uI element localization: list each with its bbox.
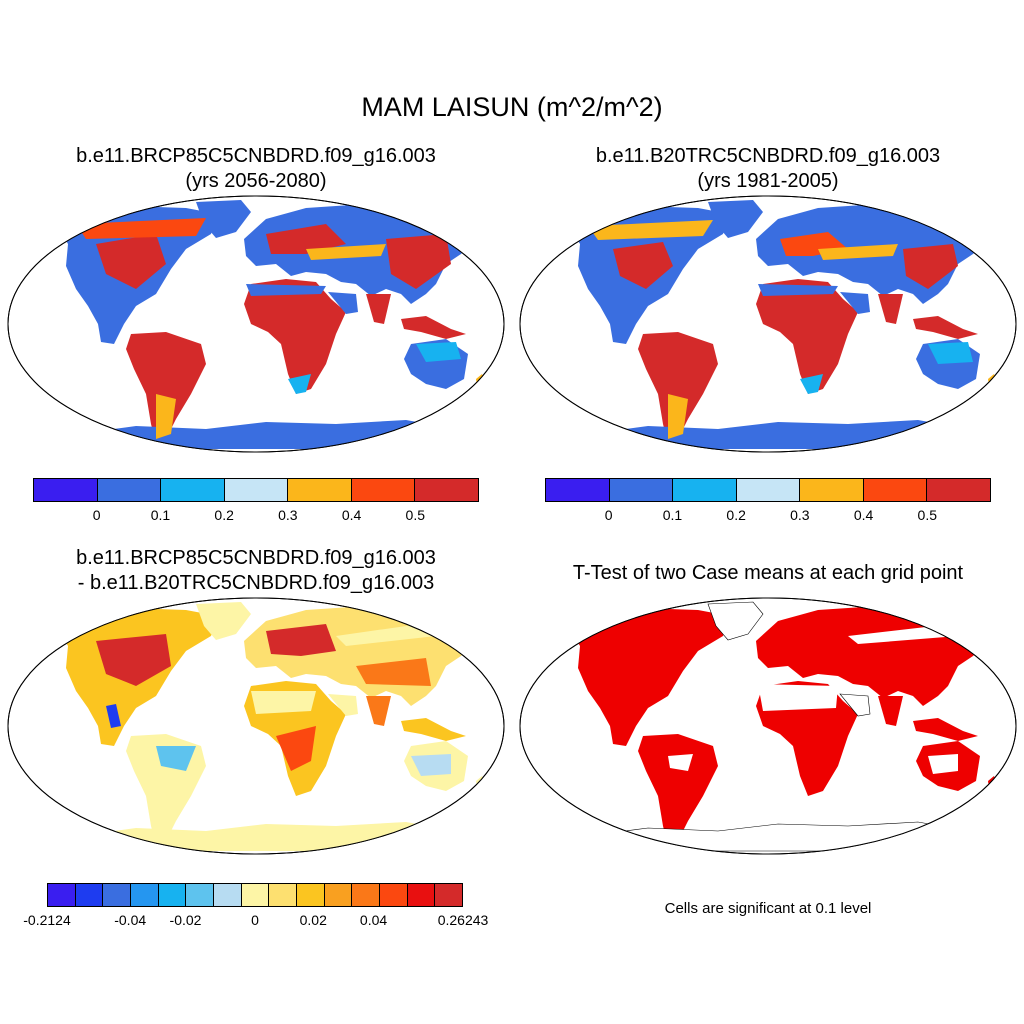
colorbar-swatch — [927, 479, 991, 501]
colorbar-tick-label: 0.1 — [150, 507, 171, 523]
colorbar-tick-label: 0.2 — [214, 507, 234, 523]
colorbar-swatch — [34, 479, 98, 501]
colorbar-swatch — [131, 884, 159, 906]
colorbar-swatch — [269, 884, 298, 906]
colorbar-swatch — [673, 479, 737, 501]
map-ttest — [519, 597, 1017, 855]
colorbar-tick-label: 0.2 — [726, 507, 746, 523]
panel-title-historical-line1: b.e11.B20TRC5CNBDRD.f09_g16.003 — [595, 145, 941, 167]
colorbar-swatch — [352, 884, 381, 906]
colorbar-difference — [47, 883, 463, 907]
map-difference — [7, 597, 505, 855]
panel-title-historical-line2: (yrs 1981-2005) — [697, 170, 839, 192]
colorbar-swatch — [186, 884, 215, 906]
colorbar-swatch — [351, 479, 416, 501]
colorbar-tick-label: -0.04 — [114, 912, 147, 928]
main-title: MAM LAISUN (m^2/m^2) — [361, 92, 663, 122]
land-layer — [573, 200, 1000, 449]
map-future — [7, 195, 505, 453]
colorbar-swatch — [297, 884, 325, 906]
colorbar-swatch — [415, 479, 479, 501]
panel-title-difference: b.e11.BRCP85C5CNBDRD.f09_g16.003 - b.e11… — [6, 546, 506, 596]
colorbar-tick-label: -0.2124 — [23, 912, 71, 928]
colorbar-tick-label: 0.3 — [278, 507, 298, 523]
colorbar-tick-label: 0 — [92, 507, 101, 523]
colorbar-swatch — [546, 479, 610, 501]
panel-title-historical: b.e11.B20TRC5CNBDRD.f09_g16.003 (yrs 198… — [518, 144, 1018, 194]
colorbar-tick-label: 0.26243 — [437, 912, 489, 928]
panel-title-future-line2: (yrs 2056-2080) — [185, 170, 327, 192]
colorbar-swatch — [736, 479, 801, 501]
panel-title-future: b.e11.BRCP85C5CNBDRD.f09_g16.003 (yrs 20… — [6, 144, 506, 194]
colorbar-future — [33, 478, 479, 502]
colorbar-tick-label: 0.5 — [917, 507, 938, 523]
colorbar-swatch — [407, 884, 436, 906]
panel-title-ttest: T-Test of two Case means at each grid po… — [518, 561, 1018, 586]
colorbar-historical — [545, 478, 991, 502]
colorbar-swatch — [288, 479, 352, 501]
panel-title-ttest-line1: T-Test of two Case means at each grid po… — [572, 562, 964, 584]
colorbar-swatch — [48, 884, 76, 906]
colorbar-tick-label: 0 — [604, 507, 613, 523]
colorbar-tick-label: 0.04 — [359, 912, 388, 928]
colorbar-swatch — [158, 884, 187, 906]
colorbar-swatch — [241, 884, 270, 906]
colorbar-swatch — [435, 884, 463, 906]
colorbar-tick-label: 0.02 — [299, 912, 327, 928]
colorbar-tick-label: 0.3 — [790, 507, 810, 523]
colorbar-tick-label: 0.5 — [405, 507, 426, 523]
colorbar-swatch — [380, 884, 408, 906]
ttest-note: Cells are significant at 0.1 level — [664, 900, 872, 917]
map-historical — [519, 195, 1017, 453]
colorbar-swatch — [103, 884, 132, 906]
panel-title-future-line1: b.e11.BRCP85C5CNBDRD.f09_g16.003 — [76, 145, 436, 167]
colorbar-swatch — [97, 479, 162, 501]
panel-title-difference-line1: b.e11.BRCP85C5CNBDRD.f09_g16.003 — [76, 547, 436, 569]
colorbar-swatch — [161, 479, 225, 501]
colorbar-tick-label: 0.1 — [662, 507, 683, 523]
colorbar-swatch — [800, 479, 864, 501]
land-layer — [61, 200, 488, 449]
colorbar-swatch — [609, 479, 674, 501]
colorbar-swatch — [214, 884, 242, 906]
colorbar-swatch — [75, 884, 104, 906]
colorbar-tick-label: 0 — [251, 912, 259, 928]
colorbar-tick-label: -0.02 — [169, 912, 202, 928]
panel-title-difference-line2: - b.e11.B20TRC5CNBDRD.f09_g16.003 — [77, 572, 435, 594]
colorbar-swatch — [224, 479, 289, 501]
colorbar-swatch — [324, 884, 353, 906]
colorbar-tick-label: 0.4 — [341, 507, 362, 523]
colorbar-tick-label: 0.4 — [853, 507, 874, 523]
colorbar-swatch — [863, 479, 928, 501]
